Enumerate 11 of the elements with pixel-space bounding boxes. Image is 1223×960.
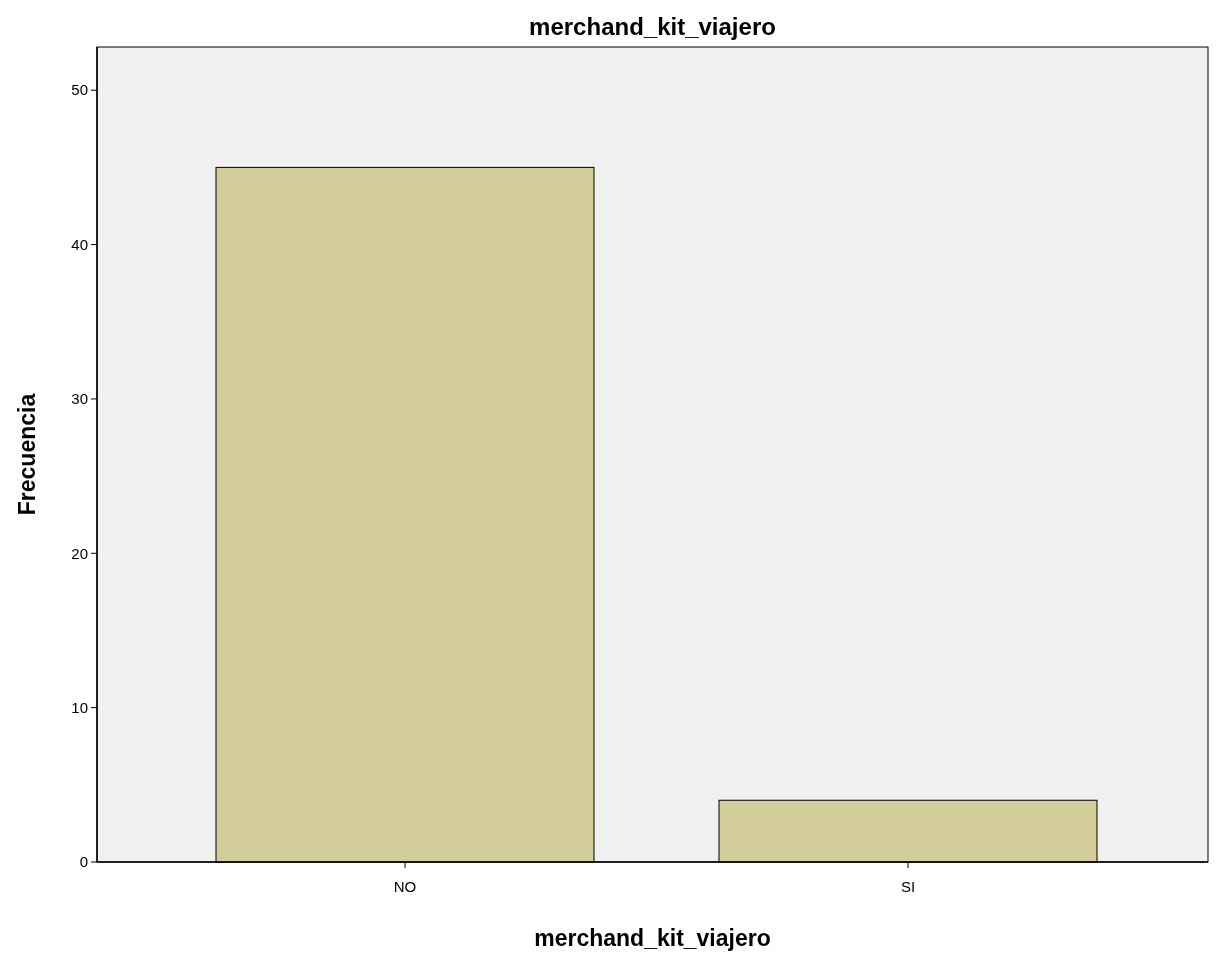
x-axis-title: merchand_kit_viajero bbox=[534, 925, 771, 951]
y-tick-label: 10 bbox=[71, 698, 88, 716]
y-tick-label: 50 bbox=[71, 81, 88, 99]
chart-title: merchand_kit_viajero bbox=[529, 13, 776, 40]
y-tick-label: 20 bbox=[71, 544, 88, 562]
y-tick-label: 30 bbox=[71, 390, 88, 408]
y-tick-label: 40 bbox=[71, 235, 88, 253]
y-tick-label: 0 bbox=[79, 853, 88, 871]
y-axis-title: Frecuencia bbox=[14, 393, 40, 516]
x-tick-label: SI bbox=[900, 878, 916, 895]
x-tick-label: NO bbox=[393, 878, 417, 895]
